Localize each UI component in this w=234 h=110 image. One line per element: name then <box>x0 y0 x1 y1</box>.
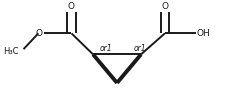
Text: O: O <box>36 29 43 38</box>
Text: or1: or1 <box>100 44 113 53</box>
Text: OH: OH <box>197 29 211 38</box>
Text: O: O <box>161 2 168 11</box>
Text: H₃C: H₃C <box>4 47 19 56</box>
Text: or1: or1 <box>134 44 147 53</box>
Text: O: O <box>68 2 75 11</box>
